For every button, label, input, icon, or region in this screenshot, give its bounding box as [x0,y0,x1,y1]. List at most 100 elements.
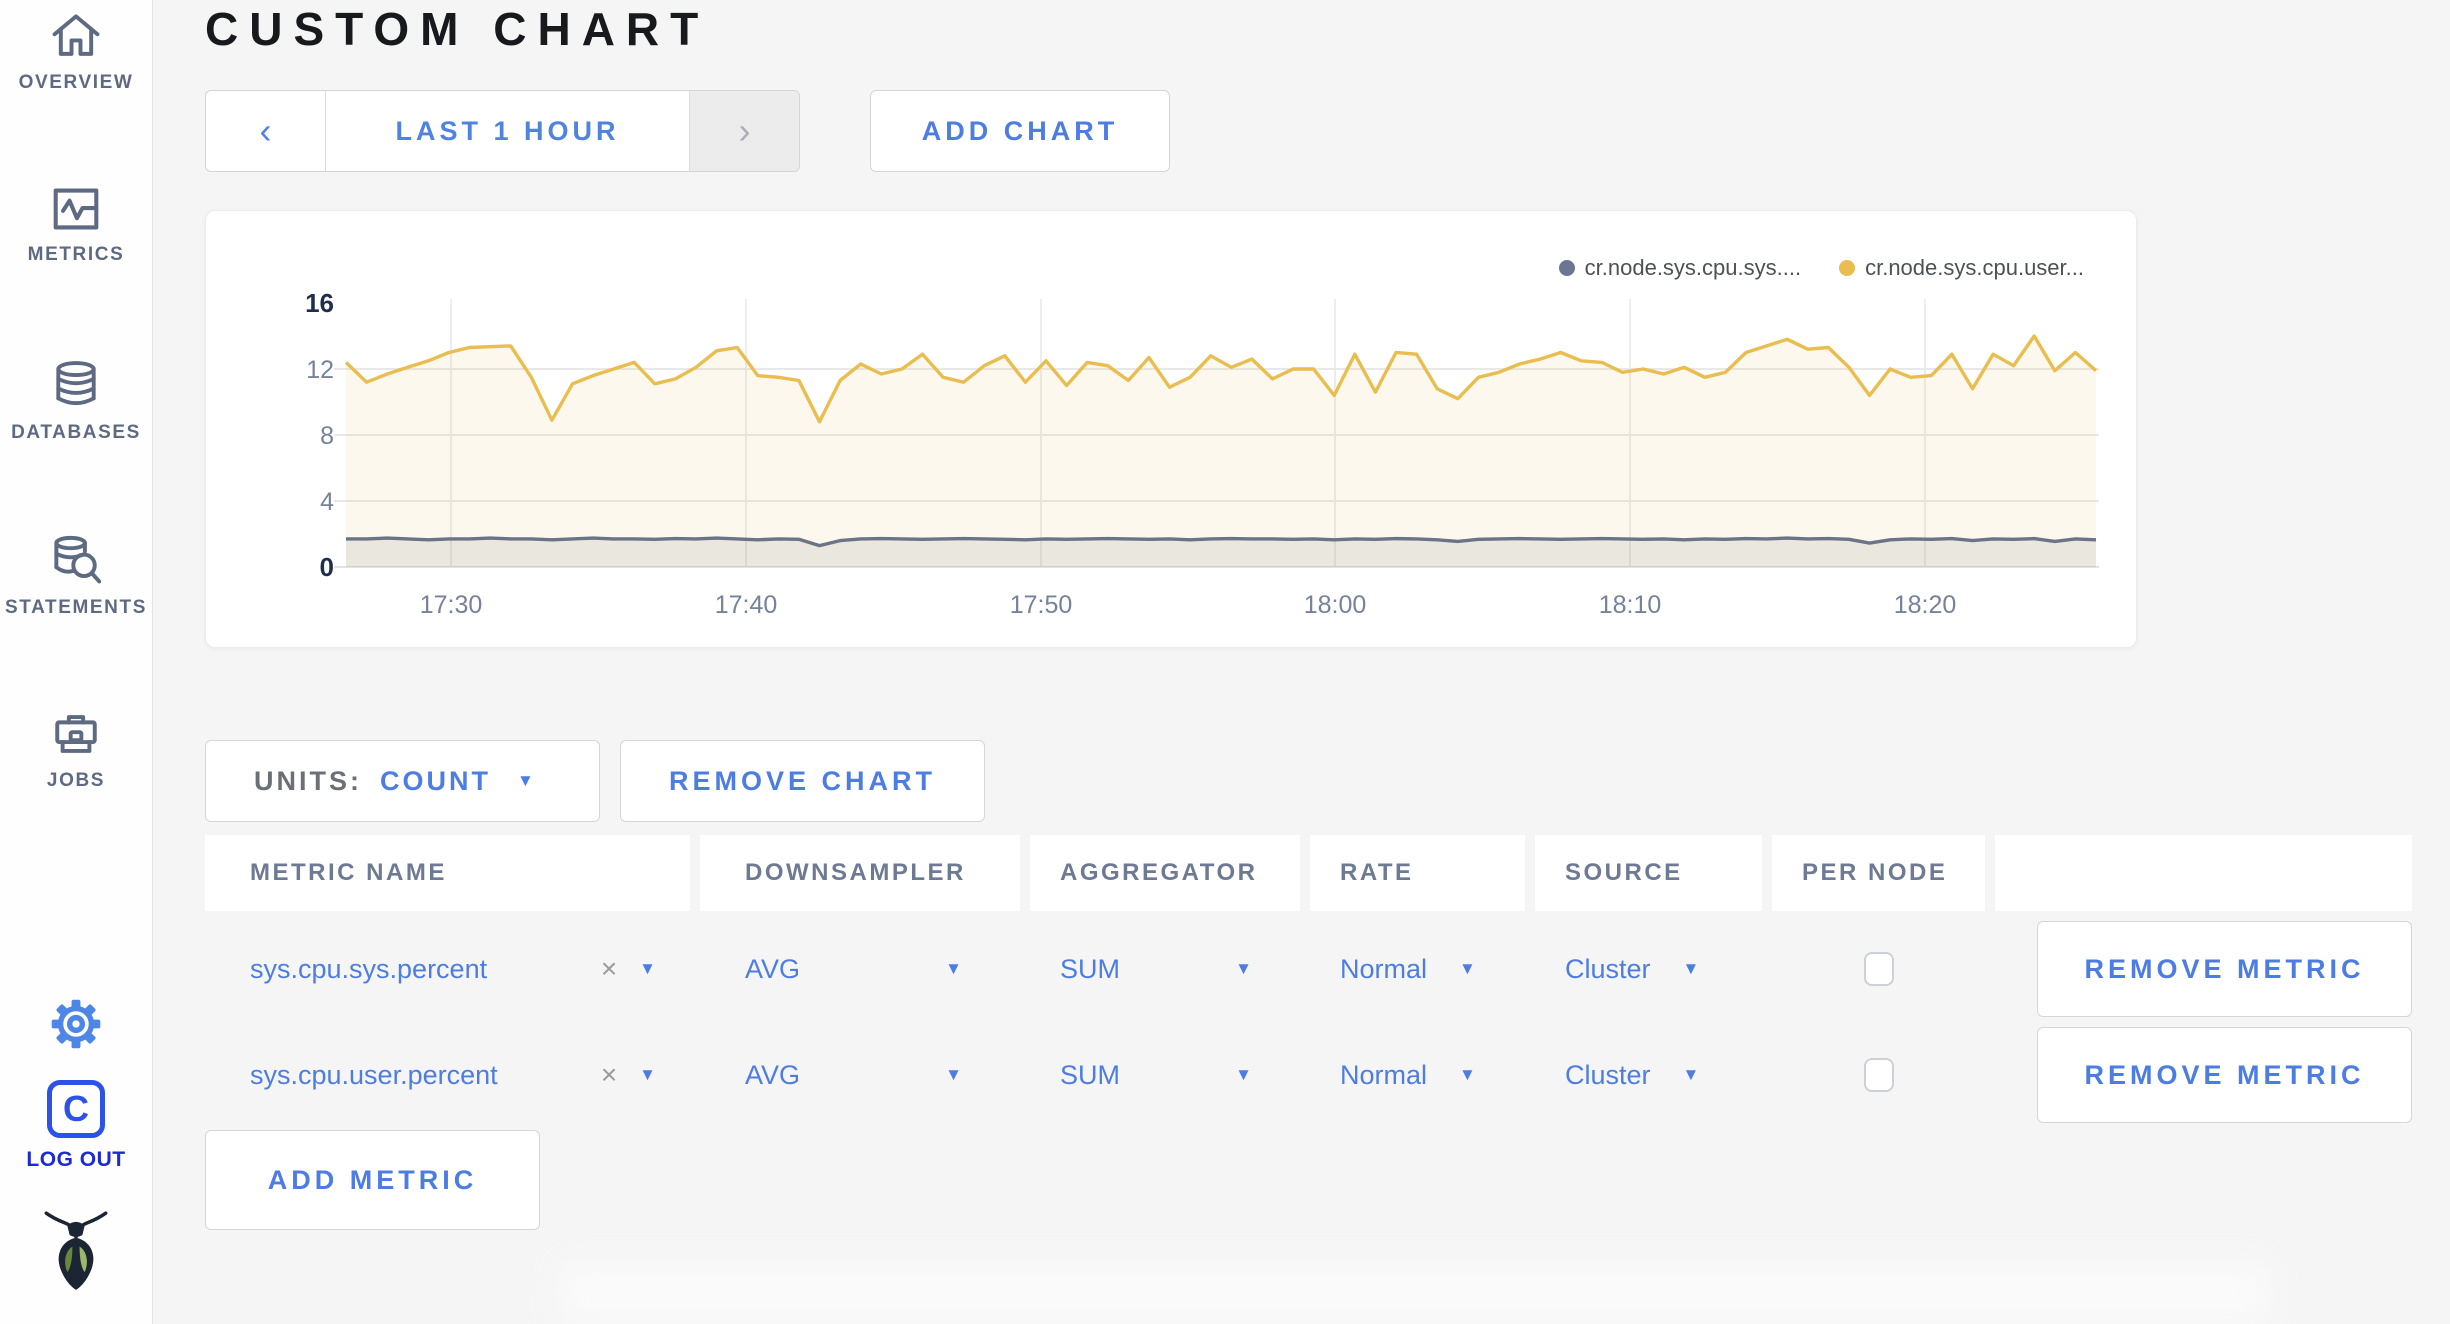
time-range-next-button[interactable]: › [689,91,799,171]
legend-dot-icon [1558,260,1575,276]
metrics-table: METRIC NAME DOWNSAMPLER AGGREGATOR RATE SOUR… [205,835,2412,1123]
chevron-down-icon: ▼ [639,959,656,978]
logout-label: LOG OUT [26,1148,126,1171]
per-node-cell [1772,1027,1985,1123]
legend-dot-icon [1839,260,1856,276]
source-value: Cluster [1565,1059,1651,1090]
chevron-down-icon: ▼ [1682,959,1700,978]
time-series-chart-panel: cr.node.sys.cpu.sys.... cr.node.sys.cpu.u… [205,210,2137,648]
column-header-aggregator: AGGREGATOR [1030,835,1300,911]
svg-text:18:00: 18:00 [1304,591,1367,619]
cockroachdb-logo[interactable] [0,1205,152,1298]
sidebar-item-statements[interactable]: STATEMENTS [0,535,152,619]
next-section-shadow [560,1262,2270,1324]
legend-item-1[interactable]: cr.node.sys.cpu.user... [1839,255,2084,281]
sidebar-item-label: STATEMENTS [5,597,147,618]
downsampler-value: AVG [745,1059,801,1090]
add-metric-button[interactable]: ADD METRIC [205,1130,540,1230]
chevron-down-icon: ▼ [1235,959,1252,978]
chevron-left-icon: ‹ [259,110,272,151]
logout-button[interactable]: C LOG OUT [0,1080,152,1172]
jobs-icon [51,710,101,758]
svg-text:8: 8 [320,422,334,450]
source-dropdown[interactable]: Cluster ▼ [1535,921,1762,1017]
actions-cell: REMOVE METRIC [1995,1027,2412,1123]
svg-text:17:40: 17:40 [715,591,778,619]
remove-chart-button[interactable]: REMOVE CHART [620,740,985,822]
column-header-metric-name: METRIC NAME [205,835,690,911]
clear-metric-icon[interactable]: × [600,953,618,984]
svg-text:17:50: 17:50 [1010,591,1073,619]
aggregator-dropdown[interactable]: SUM ▼ [1030,921,1300,1017]
databases-icon [53,360,99,410]
sidebar: OVERVIEW METRICS DATABASES STATEMENTS JOBS C… [0,0,153,1324]
sidebar-item-overview[interactable]: OVERVIEW [0,12,152,94]
chart-legend: cr.node.sys.cpu.sys.... cr.node.sys.cpu.u… [1558,255,2084,281]
chevron-down-icon: ▼ [1235,1065,1252,1084]
source-dropdown[interactable]: Cluster ▼ [1535,1027,1762,1123]
svg-text:4: 4 [320,488,334,516]
units-label: UNITS: [254,765,362,796]
aggregator-value: SUM [1060,1059,1120,1090]
rate-value: Normal [1340,953,1428,984]
statements-icon [51,535,101,585]
source-value: Cluster [1565,953,1651,984]
metric-name-dropdown[interactable]: sys.cpu.sys.percent × ▼ [205,921,690,1017]
page-title: CUSTOM CHART [205,3,710,55]
clear-metric-icon[interactable]: × [600,1059,618,1090]
chevron-down-icon: ▼ [1682,1065,1700,1084]
sidebar-item-label: JOBS [46,770,106,791]
rate-dropdown[interactable]: Normal ▼ [1310,921,1525,1017]
aggregator-value: SUM [1060,953,1120,984]
metric-name-dropdown[interactable]: sys.cpu.user.percent × ▼ [205,1027,690,1123]
svg-text:18:10: 18:10 [1599,591,1662,619]
chevron-down-icon: ▼ [1459,1065,1476,1084]
legend-label: cr.node.sys.cpu.sys.... [1584,255,1802,280]
metrics-table-header: METRIC NAME DOWNSAMPLER AGGREGATOR RATE SOUR… [205,835,2412,911]
sidebar-item-metrics[interactable]: METRICS [0,186,152,266]
cockroach-c-icon: C [47,1080,105,1138]
chevron-right-icon: › [738,110,751,151]
chevron-down-icon: ▼ [1459,959,1476,978]
settings-button[interactable] [0,997,152,1056]
svg-text:17:30: 17:30 [420,591,483,619]
downsampler-dropdown[interactable]: AVG ▼ [700,1027,1020,1123]
svg-text:18:20: 18:20 [1894,591,1957,619]
svg-text:0: 0 [320,552,334,582]
remove-metric-button[interactable]: REMOVE METRIC [2037,1027,2412,1123]
per-node-checkbox[interactable] [1863,1058,1894,1092]
rate-dropdown[interactable]: Normal ▼ [1310,1027,1525,1123]
column-header-source: SOURCE [1535,835,1762,911]
per-node-checkbox[interactable] [1863,952,1894,986]
metric-name-value: sys.cpu.sys.percent [250,953,488,984]
sidebar-item-databases[interactable]: DATABASES [0,360,152,444]
home-icon [51,12,101,60]
column-header-per-node: PER NODE [1772,835,1985,911]
metric-name-value: sys.cpu.user.percent [250,1059,498,1090]
sidebar-item-label: DATABASES [11,422,141,443]
units-dropdown[interactable]: UNITS: COUNT ▼ [205,740,600,822]
chevron-down-icon: ▼ [945,959,962,978]
downsampler-value: AVG [745,953,801,984]
downsampler-dropdown[interactable]: AVG ▼ [700,921,1020,1017]
remove-metric-button[interactable]: REMOVE METRIC [2037,921,2412,1017]
sidebar-item-label: OVERVIEW [18,72,134,93]
chevron-down-icon: ▼ [639,1065,656,1084]
time-range-prev-button[interactable]: ‹ [206,91,326,171]
time-range-selector: ‹ LAST 1 HOUR › [205,90,800,172]
column-header-rate: RATE [1310,835,1525,911]
legend-item-0[interactable]: cr.node.sys.cpu.sys.... [1558,255,1802,281]
rate-value: Normal [1340,1059,1428,1090]
actions-cell: REMOVE METRIC [1995,921,2412,1017]
time-range-dropdown[interactable]: LAST 1 HOUR [395,115,620,146]
add-chart-button[interactable]: ADD CHART [870,90,1170,172]
units-value: COUNT [380,765,491,796]
metric-row-1: sys.cpu.user.percent × ▼ AVG ▼ SUM ▼ Normal ▼ Clu… [205,1027,2412,1123]
column-header-downsampler: DOWNSAMPLER [700,835,1020,911]
column-header-actions [1995,835,2412,911]
aggregator-dropdown[interactable]: SUM ▼ [1030,1027,1300,1123]
svg-text:12: 12 [306,356,334,384]
metric-row-0: sys.cpu.sys.percent × ▼ AVG ▼ SUM ▼ Normal ▼ Clus… [205,921,2412,1017]
sidebar-item-jobs[interactable]: JOBS [0,710,152,792]
time-series-chart[interactable]: 0 4 8 12 16 17:30 17:40 17:50 18:00 18:10 18:20 [206,211,2138,649]
